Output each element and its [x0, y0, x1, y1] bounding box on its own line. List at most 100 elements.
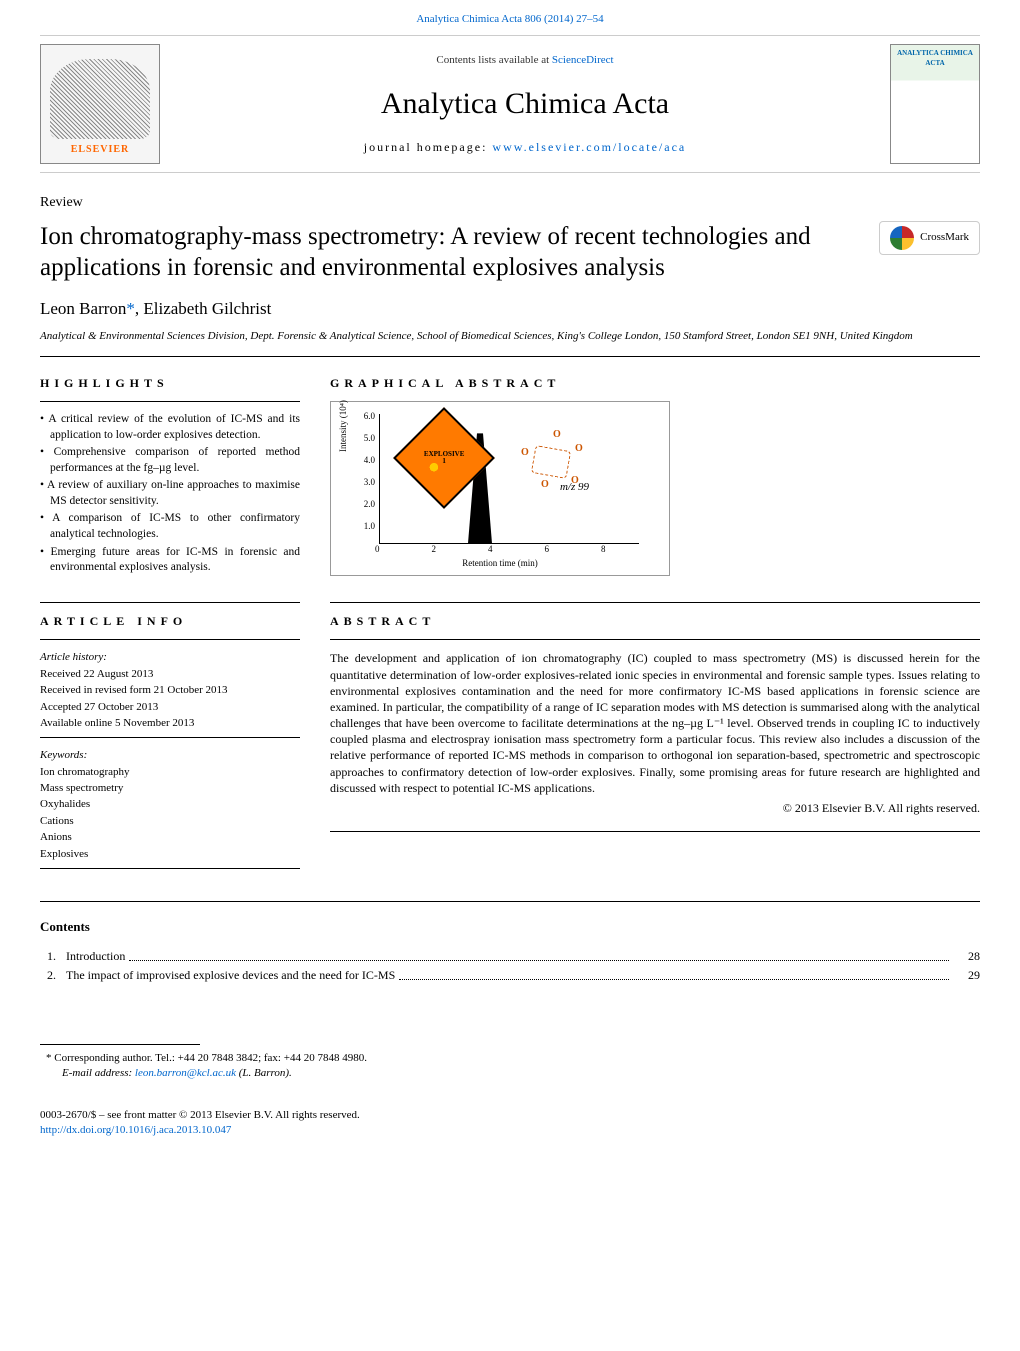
molecule-structure-icon: O O O O O	[513, 432, 603, 492]
toc-row[interactable]: 1. Introduction 28	[40, 948, 980, 965]
chart-xlabel: Retention time (min)	[331, 557, 669, 570]
graphical-abstract-block: GRAPHICAL ABSTRACT Intensity (10⁴) 6.0 5…	[330, 375, 980, 578]
contents-list: 1. Introduction 28 2. The impact of impr…	[40, 948, 980, 984]
article-history: Article history: Received 22 August 2013…	[40, 650, 300, 731]
author-2: , Elizabeth Gilchrist	[135, 299, 271, 318]
keyword: Mass spectrometry	[40, 781, 300, 796]
email-link[interactable]: leon.barron@kcl.ac.uk	[135, 1067, 236, 1079]
online-date: Available online 5 November 2013	[40, 716, 300, 731]
journal-header-center: Contents lists available at ScienceDirec…	[160, 53, 890, 155]
article-type: Review	[40, 193, 980, 213]
chart-ylabel: Intensity (10⁴)	[337, 400, 350, 452]
abstract-text: The development and application of ion c…	[330, 650, 980, 796]
divider	[40, 868, 300, 869]
xtick: 2	[432, 543, 437, 556]
ytick: 5.0	[361, 434, 375, 456]
sciencedirect-link[interactable]: ScienceDirect	[552, 54, 614, 66]
ytick: 2.0	[361, 500, 375, 522]
journal-cover-thumbnail: ANALYTICA CHIMICA ACTA	[890, 44, 980, 164]
toc-page: 29	[950, 967, 980, 984]
elsevier-tree-icon	[50, 59, 150, 139]
mz-label: m/z 99	[560, 480, 589, 495]
received-date: Received 22 August 2013	[40, 667, 300, 682]
accepted-date: Accepted 27 October 2013	[40, 700, 300, 715]
email-label: E-mail address:	[62, 1067, 135, 1079]
corr-asterisk[interactable]: *	[126, 299, 135, 318]
highlights-heading: HIGHLIGHTS	[40, 375, 300, 392]
keywords-block: Keywords: Ion chromatography Mass spectr…	[40, 748, 300, 862]
doi-link[interactable]: http://dx.doi.org/10.1016/j.aca.2013.10.…	[40, 1124, 231, 1136]
highlight-item: A critical review of the evolution of IC…	[40, 412, 300, 443]
info-abstract-row: ARTICLE INFO Article history: Received 2…	[0, 578, 1020, 879]
ytick: 1.0	[361, 522, 375, 544]
highlights-list: A critical review of the evolution of IC…	[40, 412, 300, 575]
issn-line: 0003-2670/$ – see front matter © 2013 El…	[40, 1108, 980, 1123]
keyword: Oxyhalides	[40, 797, 300, 812]
divider	[330, 639, 980, 640]
homepage-prefix: journal homepage:	[364, 140, 493, 154]
journal-homepage: journal homepage: www.elsevier.com/locat…	[160, 139, 890, 156]
xtick: 0	[375, 543, 380, 556]
article-info-block: ARTICLE INFO Article history: Received 2…	[40, 596, 300, 879]
divider	[330, 831, 980, 832]
chart-yticks: 6.0 5.0 4.0 3.0 2.0 1.0	[361, 412, 375, 544]
keyword: Cations	[40, 814, 300, 829]
elsevier-text: ELSEVIER	[71, 143, 130, 157]
author-1: Leon Barron	[40, 299, 126, 318]
divider	[40, 602, 300, 603]
toc-number: 2.	[40, 967, 66, 984]
crossmark-label: CrossMark	[920, 230, 969, 245]
graphical-heading: GRAPHICAL ABSTRACT	[330, 375, 980, 392]
affiliation: Analytical & Environmental Sciences Divi…	[40, 329, 980, 356]
ytick: 4.0	[361, 456, 375, 478]
history-label: Article history:	[40, 650, 300, 665]
keyword: Anions	[40, 830, 300, 845]
keyword: Ion chromatography	[40, 765, 300, 780]
keyword: Explosives	[40, 847, 300, 862]
xtick: 4	[488, 543, 493, 556]
authors: Leon Barron*, Elizabeth Gilchrist	[40, 297, 980, 321]
journal-cover-title: ANALYTICA CHIMICA ACTA	[891, 45, 979, 73]
molecule-ring-icon	[531, 445, 571, 479]
header-citation: Analytica Chimica Acta 806 (2014) 27–54	[0, 0, 1020, 35]
contents-heading: Contents	[40, 918, 980, 936]
email-suffix: (L. Barron).	[236, 1067, 292, 1079]
molecule-o-atom: O	[521, 446, 529, 460]
article-title: Ion chromatography-mass spectrometry: A …	[40, 221, 859, 284]
corresponding-email-line: E-mail address: leon.barron@kcl.ac.uk (L…	[40, 1066, 980, 1081]
contents-available: Contents lists available at ScienceDirec…	[160, 53, 890, 68]
homepage-link[interactable]: www.elsevier.com/locate/aca	[492, 140, 686, 154]
journal-title: Analytica Chimica Acta	[160, 83, 890, 125]
molecule-o-atom: O	[541, 478, 549, 492]
toc-page: 28	[950, 948, 980, 965]
crossmark-icon	[890, 226, 914, 250]
chart-xticks: 0 2 4 6 8	[375, 543, 606, 556]
divider	[40, 401, 300, 402]
highlight-item: Comprehensive comparison of reported met…	[40, 445, 300, 476]
article-meta: Review Ion chromatography-mass spectrome…	[0, 173, 1020, 356]
xtick: 6	[545, 543, 550, 556]
elsevier-logo: ELSEVIER	[40, 44, 160, 164]
contents-prefix: Contents lists available at	[436, 54, 551, 66]
highlights-graphical-row: HIGHLIGHTS A critical review of the evol…	[0, 357, 1020, 578]
revised-date: Received in revised form 21 October 2013	[40, 683, 300, 698]
info-heading: ARTICLE INFO	[40, 613, 300, 630]
crossmark-badge[interactable]: CrossMark	[879, 221, 980, 255]
molecule-o-atom: O	[553, 428, 561, 442]
toc-row[interactable]: 2. The impact of improvised explosive de…	[40, 967, 980, 984]
divider	[330, 602, 980, 603]
toc-title: The impact of improvised explosive devic…	[66, 967, 950, 984]
divider	[40, 639, 300, 640]
abstract-block: ABSTRACT The development and application…	[330, 596, 980, 879]
highlight-item: A comparison of IC-MS to other confirmat…	[40, 511, 300, 542]
citation-link[interactable]: Analytica Chimica Acta 806 (2014) 27–54	[416, 13, 603, 25]
molecule-o-atom: O	[575, 442, 583, 456]
abstract-heading: ABSTRACT	[330, 613, 980, 630]
highlights-block: HIGHLIGHTS A critical review of the evol…	[40, 375, 300, 578]
chromatogram-chart: EXPLOSIVE 1 O O O O O m/z 99	[379, 414, 639, 544]
toc-number: 1.	[40, 948, 66, 965]
graphical-abstract-figure: Intensity (10⁴) 6.0 5.0 4.0 3.0 2.0 1.0 …	[330, 401, 670, 576]
abstract-copyright: © 2013 Elsevier B.V. All rights reserved…	[330, 800, 980, 817]
xtick: 8	[601, 543, 606, 556]
highlight-item: A review of auxiliary on-line approaches…	[40, 478, 300, 509]
